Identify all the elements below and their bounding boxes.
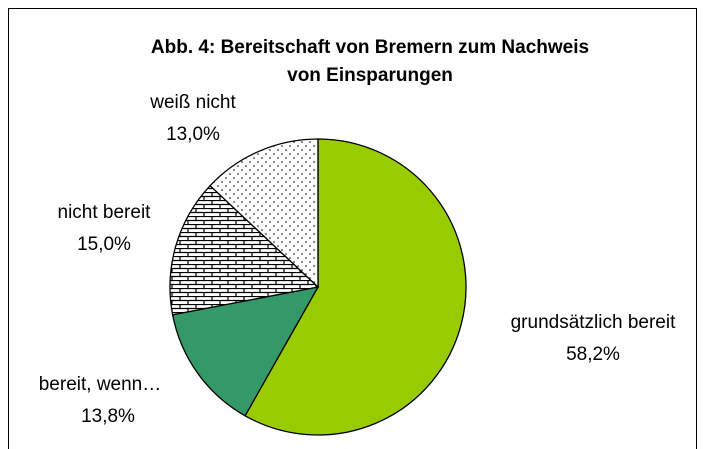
pie-slice xyxy=(209,138,319,289)
pie-slice xyxy=(171,286,320,417)
frame xyxy=(8,8,697,449)
slice-value-label: 58,2% xyxy=(566,344,620,365)
slice-label: nicht bereit xyxy=(58,202,152,223)
slice-value-label: 13,0% xyxy=(166,124,220,145)
slice-value-label: 13,8% xyxy=(81,406,135,427)
chart-title: Abb. 4: Bereitschaft von Bremern zum Nac… xyxy=(151,37,589,58)
chart-title: von Einsparungen xyxy=(287,65,453,86)
slice-value-label: 15,0% xyxy=(77,234,131,255)
slice-label: bereit, wenn… xyxy=(39,374,162,395)
slice-label: weiß nicht xyxy=(149,92,236,113)
pie-slice xyxy=(169,184,320,316)
slice-label: grundsätzlich bereit xyxy=(511,312,676,333)
pie-slice xyxy=(244,138,467,436)
